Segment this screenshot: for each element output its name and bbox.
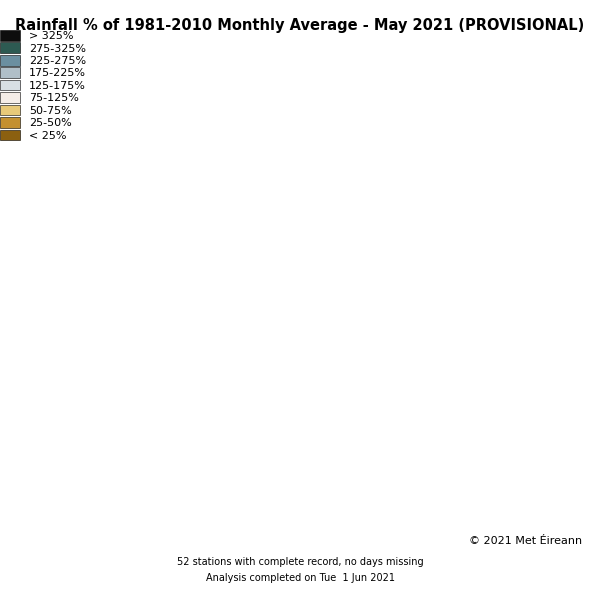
Legend: > 325%, 275-325%, 225-275%, 175-225%, 125-175%, 75-125%, 50-75%, 25-50%, < 25%: > 325%, 275-325%, 225-275%, 175-225%, 12… <box>0 30 86 140</box>
Text: 52 stations with complete record, no days missing: 52 stations with complete record, no day… <box>176 557 424 567</box>
Text: © 2021 Met Éireann: © 2021 Met Éireann <box>469 536 582 546</box>
Text: Rainfall % of 1981-2010 Monthly Average - May 2021 (PROVISIONAL): Rainfall % of 1981-2010 Monthly Average … <box>16 18 584 33</box>
Text: Analysis completed on Tue  1 Jun 2021: Analysis completed on Tue 1 Jun 2021 <box>205 573 395 583</box>
